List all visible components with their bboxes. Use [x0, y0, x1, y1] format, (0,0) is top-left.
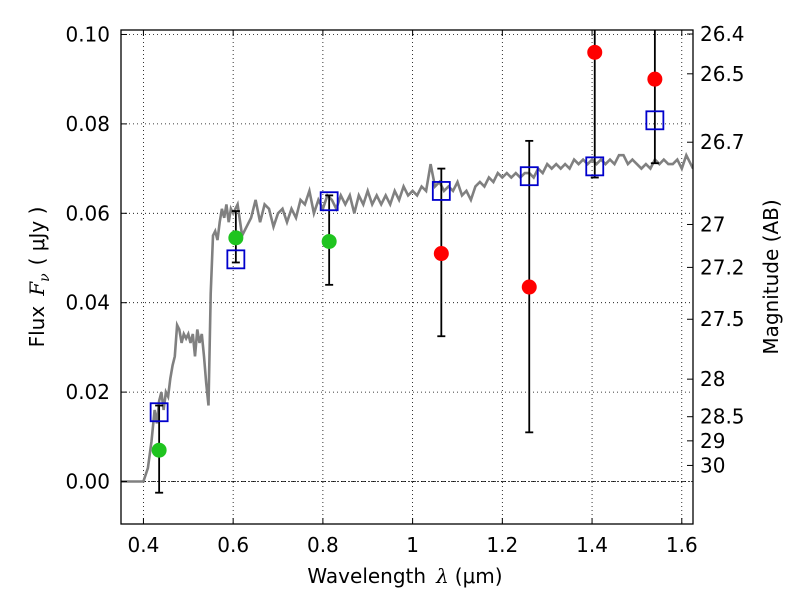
magnitude-tick-label: 29: [700, 429, 725, 453]
y-axis-label-prefix: Flux: [25, 306, 49, 348]
detection-point: [647, 71, 663, 87]
magnitude-tick-label: 27.2: [700, 255, 745, 279]
y-tick-label: 0.08: [65, 112, 110, 136]
magnitude-axis-label: Magnitude (AB): [759, 199, 783, 354]
detection-point: [521, 279, 537, 295]
x-tick-label: 0.6: [217, 533, 249, 557]
y-tick-label: 0.02: [65, 380, 110, 404]
detection-point: [433, 246, 449, 262]
model-photometry-square: [585, 156, 605, 177]
detection-point: [587, 44, 603, 60]
sed-model-line: [121, 151, 693, 483]
y-tick-label: 0.06: [65, 201, 110, 225]
x-tick-label: 1.2: [486, 533, 518, 557]
y-axis-label-unit: ( μJy ): [25, 207, 49, 266]
model-photometry-square: [645, 110, 665, 131]
detection-point: [151, 442, 167, 458]
magnitude-tick-label: 27: [700, 212, 725, 236]
y-axis-label-subscript: ν: [37, 273, 53, 282]
plot-frame: [120, 29, 694, 525]
y-axis-label: Flux Fν ( μJy ): [25, 207, 53, 348]
model-photometry-square: [519, 166, 539, 187]
x-tick-label: 1.4: [576, 533, 608, 557]
model-photometry-square: [149, 402, 169, 423]
gridlines: [121, 30, 693, 524]
magnitude-tick-label: 26.5: [700, 62, 745, 86]
y-tick-label: 0.00: [65, 470, 110, 494]
y-axis-ticks: 0.00 0.02 0.04 0.06 0.08 0.10: [65, 22, 127, 494]
model-photometry-markers: [149, 110, 665, 423]
magnitude-tick-label: 27.5: [700, 307, 745, 331]
magnitude-tick-label: 26.4: [700, 22, 745, 46]
x-tick-label: 0.8: [307, 533, 339, 557]
x-axis-label-unit: (μm): [455, 564, 503, 588]
model-photometry-square: [319, 191, 339, 212]
x-tick-label: 1.6: [666, 533, 698, 557]
model-photometry-square: [226, 249, 246, 270]
magnitude-tick-label: 28: [700, 367, 725, 391]
y-tick-label: 0.10: [65, 22, 110, 46]
y-axis-label-symbol: F: [25, 281, 49, 297]
x-tick-label: 0.4: [128, 533, 160, 557]
detection-markers: [151, 44, 663, 458]
detection-point: [228, 230, 244, 246]
x-tick-label: 1: [406, 533, 419, 557]
y-tick-label: 0.04: [65, 291, 110, 315]
x-axis-ticks: 0.4 0.6 0.8 1 1.2 1.4 1.6: [128, 30, 698, 557]
magnitude-tick-label: 26.7: [700, 130, 745, 154]
magnitude-tick-label: 30: [700, 453, 725, 477]
model-photometry-square: [431, 181, 451, 201]
plot-area: [121, 30, 693, 494]
magnitude-tick-label: 28.5: [700, 405, 745, 429]
x-axis-label-prefix: Wavelength: [307, 564, 426, 588]
detection-point: [321, 233, 337, 249]
x-axis-label-symbol: λ: [435, 564, 449, 588]
x-axis-label: Wavelength λ (μm): [307, 564, 502, 588]
